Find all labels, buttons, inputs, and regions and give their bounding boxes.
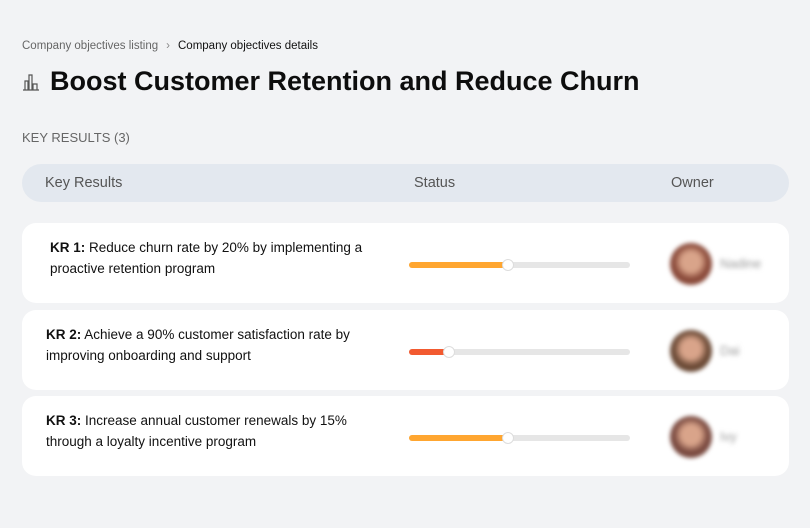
progress-fill — [409, 262, 509, 268]
key-result-text: KR 3: Increase annual customer renewals … — [46, 410, 376, 452]
owner-name: Nadine — [720, 256, 762, 271]
table-header: Key Results Status Owner — [22, 164, 789, 202]
key-result-description: Achieve a 90% customer satisfaction rate… — [46, 327, 350, 363]
chevron-right-icon: › — [166, 40, 170, 52]
owner-name: Dai — [720, 343, 740, 358]
key-result-label: KR 3: — [46, 413, 82, 428]
avatar — [670, 243, 712, 285]
progress-bar[interactable] — [409, 346, 630, 358]
key-result-label: KR 1: — [50, 240, 86, 255]
building-chart-icon — [23, 73, 39, 91]
key-results-count: KEY RESULTS (3) — [22, 130, 130, 145]
header-status: Status — [414, 175, 456, 191]
owner-name: Ivy — [720, 429, 737, 444]
key-result-description: Reduce churn rate by 20% by implementing… — [50, 240, 363, 276]
breadcrumb-current: Company objectives details — [178, 40, 318, 52]
header-key-results: Key Results — [45, 175, 123, 191]
key-result-label: KR 2: — [46, 327, 82, 342]
progress-thumb[interactable] — [502, 432, 515, 444]
avatar — [670, 330, 712, 372]
progress-fill — [409, 349, 449, 355]
table-row[interactable]: KR 1: Reduce churn rate by 20% by implem… — [22, 223, 789, 303]
header-owner: Owner — [671, 175, 714, 191]
breadcrumb-parent-link[interactable]: Company objectives listing — [22, 40, 159, 52]
progress-bar[interactable] — [409, 432, 630, 444]
table-row[interactable]: KR 3: Increase annual customer renewals … — [22, 396, 789, 476]
page-title: Boost Customer Retention and Reduce Chur… — [50, 66, 640, 96]
progress-thumb[interactable] — [502, 259, 515, 271]
progress-fill — [409, 435, 509, 441]
avatar — [670, 416, 712, 458]
key-result-text: KR 1: Reduce churn rate by 20% by implem… — [50, 237, 380, 279]
page-header: Boost Customer Retention and Reduce Chur… — [22, 66, 640, 97]
key-result-description: Increase annual customer renewals by 15%… — [46, 413, 347, 449]
progress-thumb[interactable] — [442, 346, 455, 358]
breadcrumb: Company objectives listing › Company obj… — [22, 40, 318, 52]
table-row[interactable]: KR 2: Achieve a 90% customer satisfactio… — [22, 310, 789, 390]
progress-bar[interactable] — [409, 259, 630, 271]
key-result-text: KR 2: Achieve a 90% customer satisfactio… — [46, 324, 376, 366]
